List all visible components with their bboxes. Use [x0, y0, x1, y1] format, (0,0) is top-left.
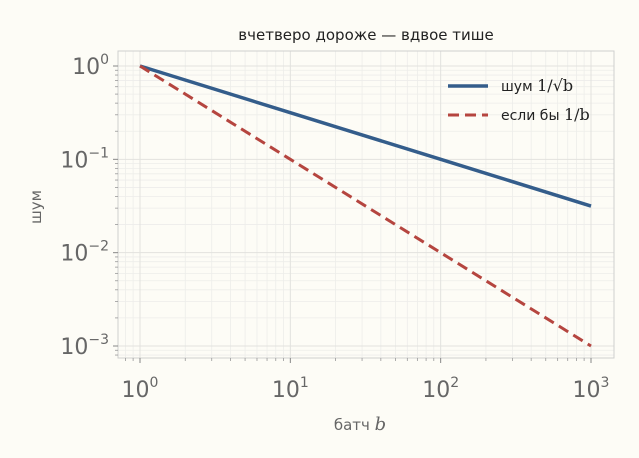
x-tick-label: 101 — [272, 375, 309, 403]
axis-ticks — [113, 65, 592, 363]
x-tick-label-base: 10 — [122, 378, 150, 403]
x-tick-label: 103 — [573, 375, 610, 403]
y-tick-label-exponent: −2 — [88, 239, 109, 255]
plot-frame — [117, 50, 615, 359]
x-tick-label: 102 — [422, 375, 459, 403]
x-tick-label-exponent: 1 — [300, 375, 309, 391]
x-tick-label-base: 10 — [422, 378, 450, 403]
y-tick-label: 10−3 — [60, 332, 109, 360]
y-tick-label-base: 10 — [60, 242, 88, 267]
y-tick-label-exponent: 0 — [100, 52, 109, 68]
legend-math-linear: 1/b — [564, 105, 590, 124]
y-tick-label-base: 10 — [60, 148, 88, 173]
y-tick-label-exponent: −3 — [88, 332, 109, 348]
y-tick-label: 10−1 — [60, 145, 109, 173]
x-axis-label-variable: b — [375, 414, 387, 435]
series-line-linear — [139, 64, 592, 348]
minor-grid — [118, 51, 614, 358]
legend-text-linear: если бы — [501, 108, 560, 124]
major-grid — [118, 51, 614, 358]
y-tick-label: 10−2 — [60, 239, 109, 267]
legend: шум 1/√b если бы 1/b — [448, 76, 590, 124]
y-tick-label-exponent: −1 — [88, 145, 109, 161]
y-tick-label: 100 — [72, 52, 109, 80]
y-tick-label-base: 10 — [72, 55, 100, 80]
x-tick-label-exponent: 2 — [450, 375, 459, 391]
y-tick-label-base: 10 — [60, 335, 88, 360]
chart-title: вчетверо дороже — вдвое тише — [238, 26, 493, 44]
x-tick-label-exponent: 3 — [601, 375, 610, 391]
legend-math-sqrt: 1/√b — [537, 76, 573, 95]
legend-text-sqrt: шум — [501, 79, 533, 95]
x-tick-label-exponent: 0 — [150, 375, 159, 391]
x-tick-label-base: 10 — [272, 378, 300, 403]
legend-label-linear: если бы 1/b — [501, 105, 590, 124]
series-line-sqrt — [139, 64, 592, 208]
x-axis-label: батч b — [334, 414, 386, 435]
series-lines — [139, 64, 592, 348]
x-axis-label-text: батч — [334, 416, 370, 434]
x-tick-label: 100 — [122, 375, 159, 403]
legend-label-sqrt: шум 1/√b — [501, 76, 573, 95]
x-tick-label-base: 10 — [573, 378, 601, 403]
y-axis-label: шум — [27, 190, 45, 224]
